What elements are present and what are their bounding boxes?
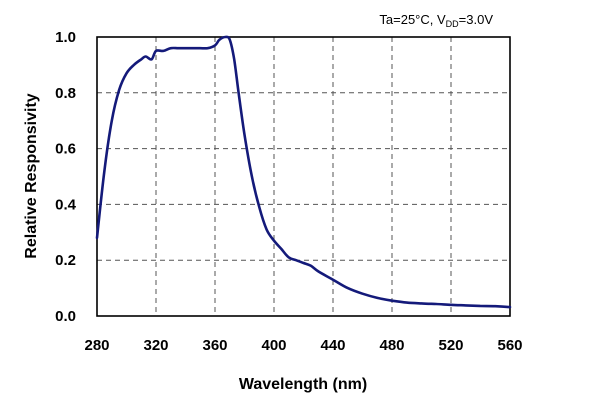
annotation-subscript: DD <box>446 19 459 29</box>
y-tick-label: 1.0 <box>55 29 76 46</box>
x-tick-label: 480 <box>379 337 404 354</box>
conditions-annotation: Ta=25°C, VDD=3.0V <box>379 12 493 29</box>
x-tick-label: 320 <box>143 337 168 354</box>
x-tick-label: 360 <box>202 337 227 354</box>
series-layer <box>95 35 512 309</box>
y-tick-label: 0.6 <box>55 141 76 158</box>
x-tick-label: 520 <box>438 337 463 354</box>
x-axis-title: Wavelength (nm) <box>239 376 367 393</box>
x-tick-label: 400 <box>261 337 286 354</box>
grid-lines <box>97 37 510 316</box>
annotation-prefix: Ta=25°C, V <box>379 12 446 27</box>
plot-frame <box>96 36 511 317</box>
y-axis-title: Relative Responsivity <box>23 93 40 259</box>
responsivity-curve <box>95 35 512 309</box>
x-tick-labels: 280 320 360 400 440 480 520 560 <box>84 337 522 354</box>
y-tick-label: 0.4 <box>55 196 77 213</box>
x-tick-label: 560 <box>497 337 522 354</box>
y-tick-label: 0.0 <box>55 308 76 325</box>
y-tick-label: 0.8 <box>55 85 76 102</box>
x-tick-label: 280 <box>84 337 109 354</box>
x-tick-label: 440 <box>320 337 345 354</box>
annotation-suffix: =3.0V <box>459 12 494 27</box>
y-tick-labels: 0.0 0.2 0.4 0.6 0.8 1.0 <box>55 29 77 325</box>
y-tick-label: 0.2 <box>55 252 76 269</box>
